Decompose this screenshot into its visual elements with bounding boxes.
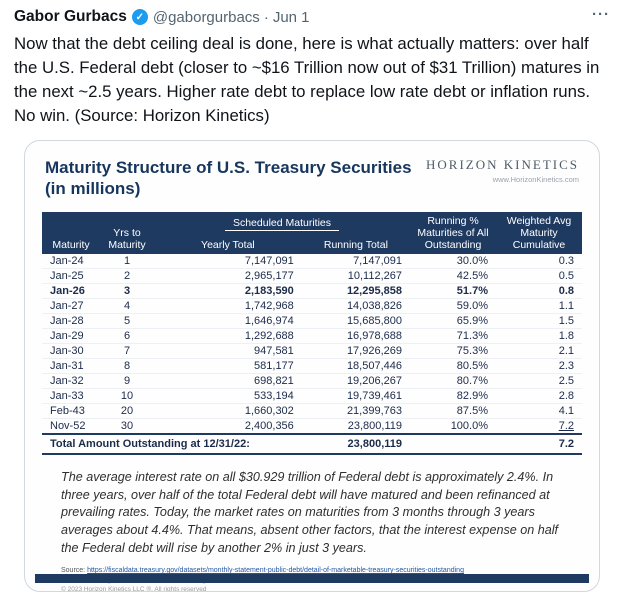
- card-bottom-bar: [35, 574, 589, 583]
- col-header-pct: Running % Maturities of All Outstanding: [410, 211, 496, 254]
- source-link[interactable]: https://fiscaldata.treasury.gov/datasets…: [87, 567, 464, 575]
- table-total-row: Total Amount Outstanding at 12/31/22: 23…: [42, 432, 582, 455]
- tweet-header: Gabor Gurbacs ✓ @gaborgurbacs · Jun 1 ··…: [14, 6, 610, 26]
- tweet: Gabor Gurbacs ✓ @gaborgurbacs · Jun 1 ··…: [14, 6, 610, 592]
- table-row: Jan-29 6 1,292,688 16,978,688 71.3% 1.8: [42, 328, 582, 344]
- total-value: 23,800,119: [301, 432, 410, 455]
- table-row: Jan-27 4 1,742,968 14,038,826 59.0% 1.1: [42, 298, 582, 314]
- table-row: Nov-52 30 2,400,356 23,800,119 100.0% 7.2: [42, 418, 582, 435]
- col-header-wam: Weighted Avg Maturity Cumulative: [496, 211, 582, 254]
- table-title: Maturity Structure of U.S. Treasury Secu…: [45, 157, 412, 200]
- total-label: Total Amount Outstanding at 12/31/22:: [42, 432, 302, 455]
- col-header-yrs: Yrs to Maturity: [100, 211, 154, 254]
- header-separator: ·: [263, 8, 269, 26]
- col-header-group-label: Scheduled Maturities: [224, 217, 340, 231]
- copyright: © 2023 Horizon Kinetics LLC ®. All right…: [61, 586, 207, 592]
- source-label: Source:: [61, 567, 86, 575]
- table-row: Jan-25 2 2,965,177 10,112,267 42.5% 0.5: [42, 268, 582, 284]
- brand-url: www.HorizonKinetics.com: [492, 175, 579, 184]
- tweet-text: Now that the debt ceiling deal is done, …: [14, 34, 600, 125]
- table-row: Jan-28 5 1,646,974 15,685,800 65.9% 1.5: [42, 313, 582, 329]
- brand-name: HORIZON KINETICS: [426, 157, 579, 172]
- analysis-note: The average interest rate on all $30.929…: [61, 469, 559, 556]
- source-line: Source: https://fiscaldata.treasury.gov/…: [61, 567, 563, 574]
- author-handle[interactable]: @gaborgurbacs: [152, 8, 260, 26]
- total-pct-empty: [410, 432, 496, 455]
- verified-badge-icon: ✓: [131, 9, 148, 25]
- maturity-table-body: Jan-24 1 7,147,091 7,147,091 30.0% 0.3 Jan-25 2…: [42, 253, 582, 435]
- table-row: Jan-26 3 2,183,590 12,295,858 51.7% 0.8: [42, 283, 582, 299]
- col-header-yearly: Yearly Total: [154, 233, 302, 254]
- col-header-maturity: Maturity: [42, 211, 100, 254]
- table-row: Jan-31 8 581,177 18,507,446 80.5% 2.3: [42, 358, 582, 374]
- tweet-media-card[interactable]: Maturity Structure of U.S. Treasury Secu…: [24, 140, 600, 592]
- col-header-running: Running Total: [301, 233, 410, 254]
- table-title-main: Maturity Structure of U.S. Treasury Secu…: [45, 158, 412, 177]
- maturity-table-foot: Total Amount Outstanding at 12/31/22: 23…: [42, 432, 582, 455]
- more-options-icon[interactable]: ···: [592, 6, 610, 23]
- card-content: Maturity Structure of U.S. Treasury Secu…: [25, 141, 599, 592]
- maturity-table: Maturity Yrs to Maturity Scheduled Matur…: [42, 211, 582, 455]
- card-header: Maturity Structure of U.S. Treasury Secu…: [39, 157, 585, 200]
- col-header-group: Scheduled Maturities: [154, 211, 410, 234]
- table-row: Jan-32 9 698,821 19,206,267 80.7% 2.5: [42, 373, 582, 389]
- tweet-date[interactable]: Jun 1: [272, 8, 310, 26]
- table-title-units: (in millions): [45, 179, 141, 199]
- table-row: Feb-43 20 1,660,302 21,399,763 87.5% 4.1: [42, 403, 582, 419]
- table-row: Jan-30 7 947,581 17,926,269 75.3% 2.1: [42, 343, 582, 359]
- table-row: Jan-24 1 7,147,091 7,147,091 30.0% 0.3: [42, 253, 582, 269]
- horizon-kinetics-logo: HORIZON KINETICS www.HorizonKinetics.com: [426, 157, 579, 184]
- total-wam: 7.2: [496, 432, 582, 455]
- maturity-table-head: Maturity Yrs to Maturity Scheduled Matur…: [42, 211, 582, 254]
- table-row: Jan-33 10 533,194 19,739,461 82.9% 2.8: [42, 388, 582, 404]
- author-name[interactable]: Gabor Gurbacs: [14, 8, 127, 25]
